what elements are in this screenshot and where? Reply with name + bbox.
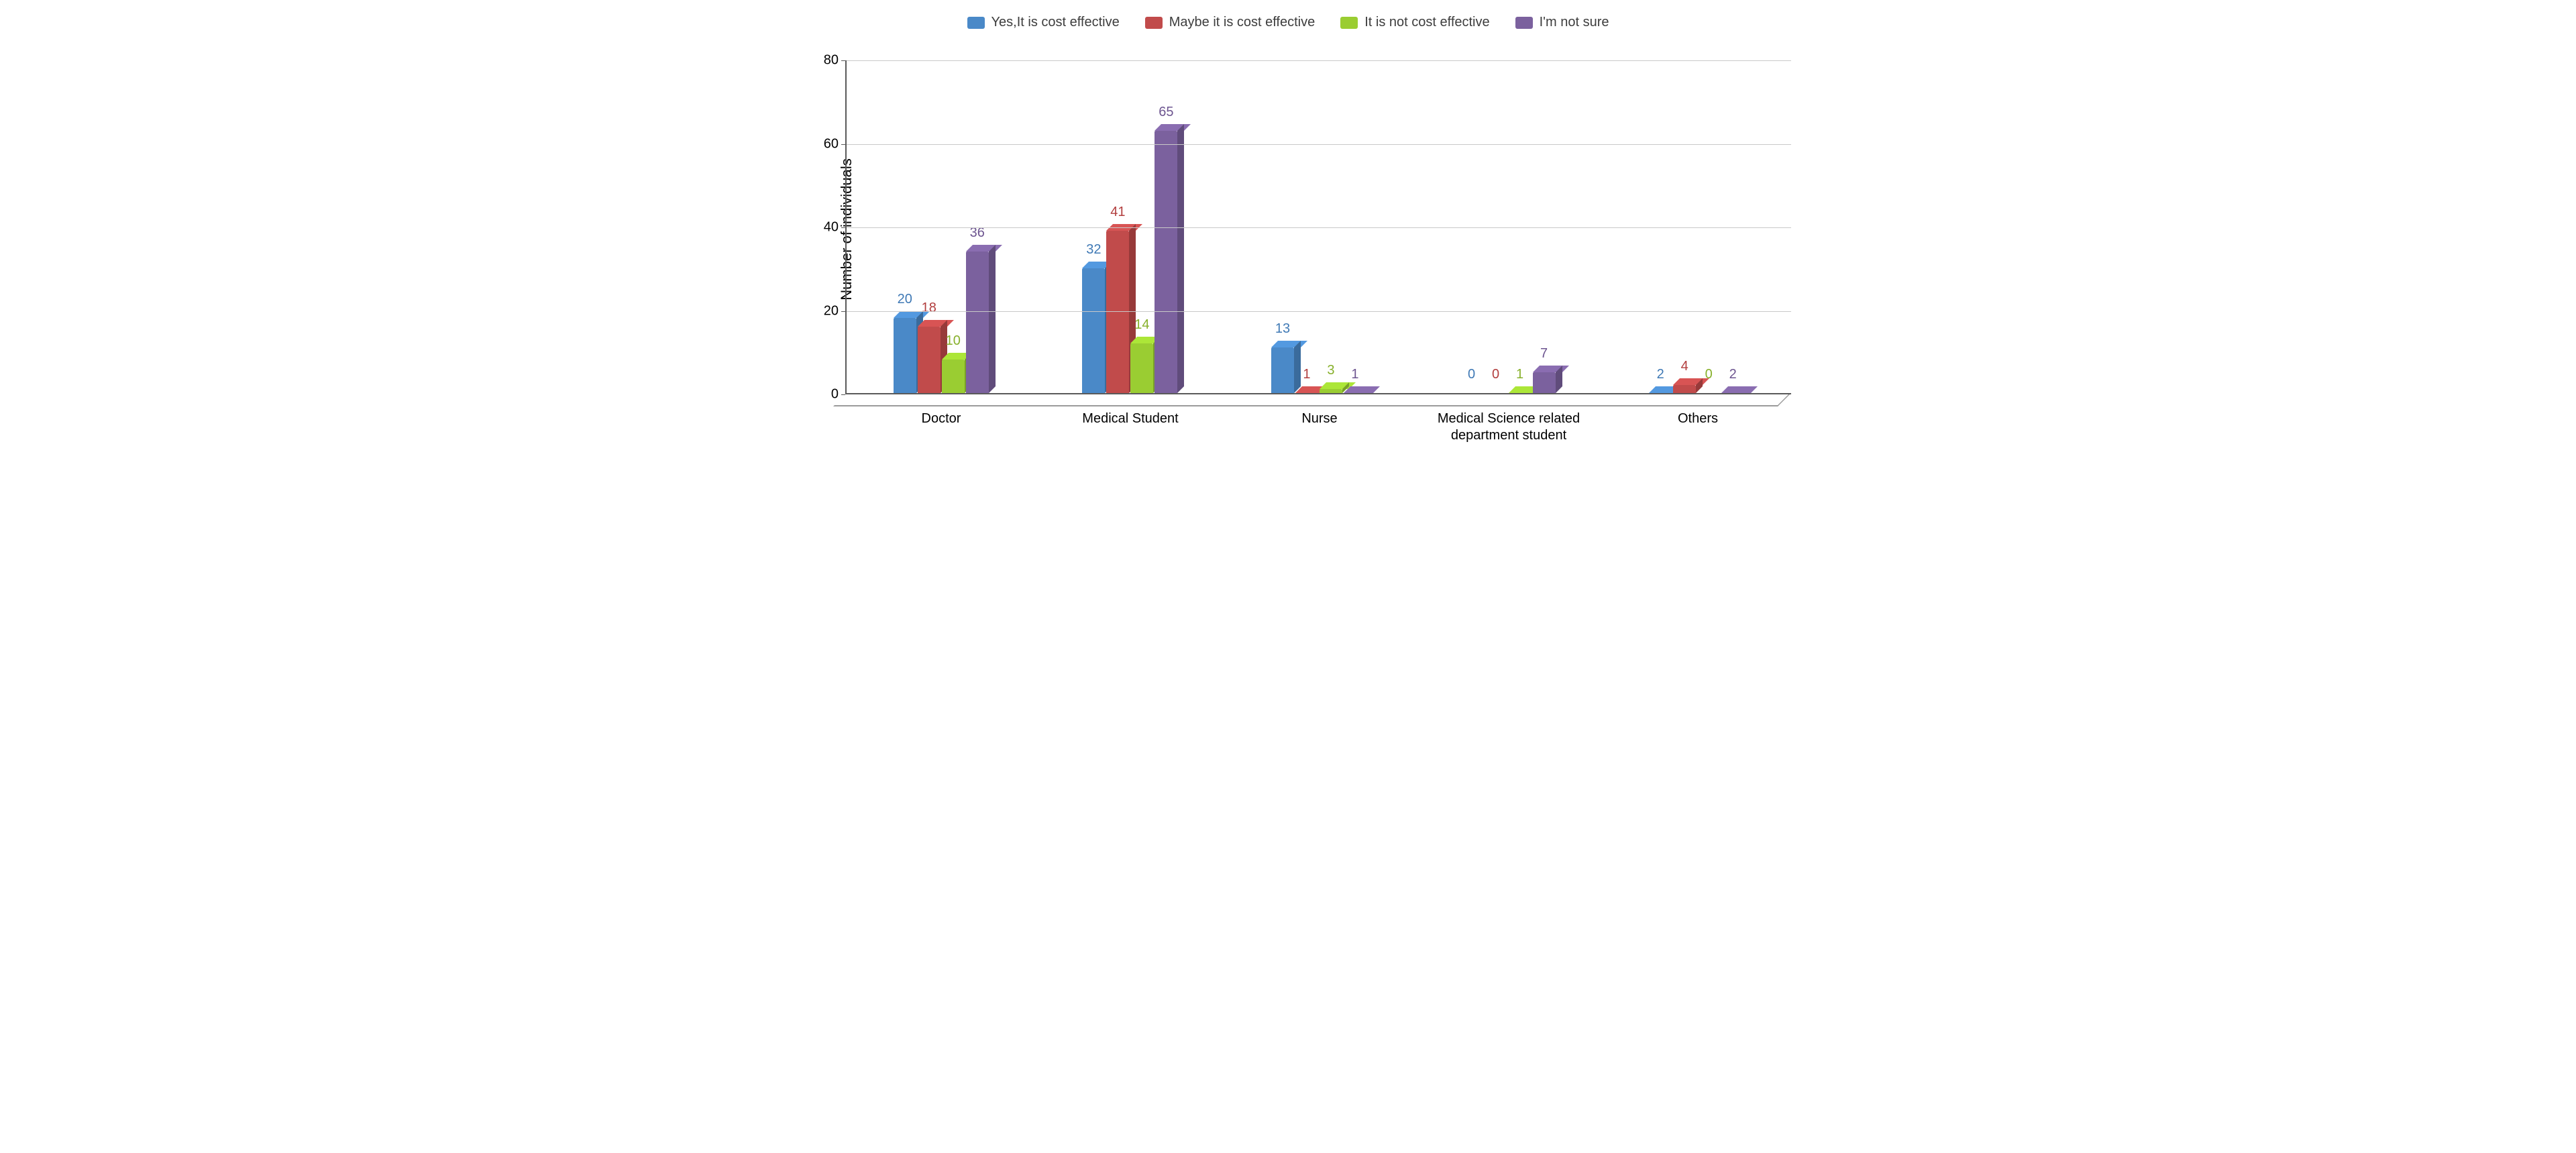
bar-group: 20181036 (847, 60, 1036, 393)
grid-line (847, 311, 1791, 312)
y-tick-mark (841, 227, 845, 228)
bar-value-label: 1 (1351, 367, 1358, 382)
legend-swatch (967, 17, 985, 29)
x-category-label: Medical Student (1036, 410, 1225, 444)
bar-value-label: 65 (1159, 105, 1173, 120)
bar-groups: 20181036324114651313100172402 (847, 60, 1791, 393)
y-tick-label: 40 (812, 220, 845, 235)
y-tick-mark (841, 60, 845, 61)
bar-value-label: 41 (1110, 205, 1125, 220)
bar-value-label: 0 (1705, 367, 1713, 382)
bar: 18 (918, 327, 941, 393)
legend-label: Maybe it is cost effective (1169, 15, 1316, 30)
legend-label: Yes,It is cost effective (991, 15, 1120, 30)
bar: 14 (1130, 343, 1153, 393)
bar-value-label: 10 (946, 333, 961, 349)
legend: Yes,It is cost effective Maybe it is cost… (773, 15, 1803, 30)
legend-swatch (1515, 17, 1533, 29)
y-tick-mark (841, 144, 845, 145)
x-axis-line (845, 393, 1791, 394)
chart-floor (833, 393, 1791, 406)
bar: 41 (1106, 231, 1129, 393)
legend-swatch (1340, 17, 1358, 29)
bar-group: 0017 (1413, 60, 1603, 393)
y-tick-label: 20 (812, 303, 845, 319)
grid-line (847, 227, 1791, 228)
y-tick-mark (841, 394, 845, 395)
chart-container: Yes,It is cost effective Maybe it is cost… (773, 0, 1803, 459)
legend-item: Maybe it is cost effective (1145, 15, 1316, 30)
x-category-label: Nurse (1225, 410, 1414, 444)
bar: 65 (1155, 131, 1177, 393)
bar-value-label: 1 (1303, 367, 1310, 382)
bar: 20 (894, 318, 916, 393)
bar: 4 (1673, 385, 1696, 393)
bar-value-label: 2 (1729, 367, 1737, 382)
legend-label: It is not cost effective (1364, 15, 1489, 30)
legend-item: It is not cost effective (1340, 15, 1489, 30)
y-tick-label: 80 (812, 53, 845, 68)
bar-value-label: 3 (1327, 363, 1334, 378)
bar-value-label: 13 (1275, 321, 1290, 337)
bar-value-label: 18 (922, 300, 936, 316)
bar: 10 (942, 360, 965, 393)
bar-value-label: 14 (1134, 317, 1149, 333)
legend-swatch (1145, 17, 1163, 29)
bar-value-label: 1 (1516, 367, 1523, 382)
bar-group: 2 4 0 2 (1602, 60, 1791, 393)
legend-label: I'm not sure (1540, 15, 1609, 30)
grid-line (847, 60, 1791, 61)
bar-value-label: 7 (1540, 346, 1548, 362)
y-tick-label: 0 (812, 387, 845, 402)
bar-value-label: 0 (1468, 367, 1475, 382)
bar: 13 (1271, 347, 1294, 393)
bar-group: 13131 (1224, 60, 1413, 393)
bar-value-label: 4 (1681, 359, 1688, 374)
bar-value-label: 2 (1657, 367, 1664, 382)
bar: 7 (1533, 372, 1556, 393)
x-category-label: Medical Science related department stude… (1414, 410, 1603, 444)
grid-line (847, 144, 1791, 145)
bar-value-label: 20 (898, 292, 912, 307)
bar-value-label: 0 (1492, 367, 1499, 382)
bar-value-label: 32 (1086, 242, 1101, 258)
legend-item: Yes,It is cost effective (967, 15, 1120, 30)
bar: 32 (1082, 268, 1105, 393)
bar: 36 (966, 252, 989, 393)
x-category-label: Doctor (847, 410, 1036, 444)
y-tick-mark (841, 311, 845, 312)
y-tick-label: 60 (812, 136, 845, 152)
plot-area: 20181036324114651313100172402 020406080 (845, 60, 1791, 394)
bar-group: 32411465 (1036, 60, 1225, 393)
legend-item: I'm not sure (1515, 15, 1609, 30)
x-axis-labels: DoctorMedical StudentNurseMedical Scienc… (847, 410, 1792, 444)
x-category-label: Others (1603, 410, 1792, 444)
